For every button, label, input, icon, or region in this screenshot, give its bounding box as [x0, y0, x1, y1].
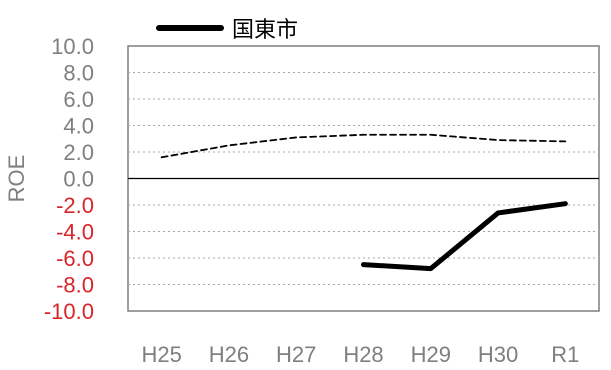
- y-tick-label: 6.0: [63, 87, 94, 112]
- x-tick-label: H28: [343, 342, 383, 367]
- legend-swatch-solid-line: [156, 25, 224, 31]
- y-tick-label: 0.0: [63, 167, 94, 192]
- x-tick-label: H27: [276, 342, 316, 367]
- y-tick-label: 8.0: [63, 61, 94, 86]
- y-tick-label: 2.0: [63, 140, 94, 165]
- series-line-solid: [361, 201, 568, 272]
- y-tick-label: -2.0: [56, 193, 94, 218]
- x-tick-label: H25: [141, 342, 181, 367]
- x-tick-label: R1: [551, 342, 579, 367]
- y-tick-label: 4.0: [63, 114, 94, 139]
- y-tick-label: -4.0: [56, 220, 94, 245]
- y-tick-label: 10.0: [51, 34, 94, 59]
- x-tick-label: H29: [411, 342, 451, 367]
- series-line-dashed: [160, 133, 567, 159]
- y-tick-label: -6.0: [56, 246, 94, 271]
- x-tick-label: H30: [478, 342, 518, 367]
- y-tick-label: -8.0: [56, 273, 94, 298]
- y-axis-label: ROE: [4, 155, 29, 203]
- chart-legend: 国東市: [156, 12, 298, 44]
- x-tick-label: H26: [209, 342, 249, 367]
- y-tick-label: -10.0: [44, 299, 94, 324]
- legend-label: 国東市: [232, 17, 299, 42]
